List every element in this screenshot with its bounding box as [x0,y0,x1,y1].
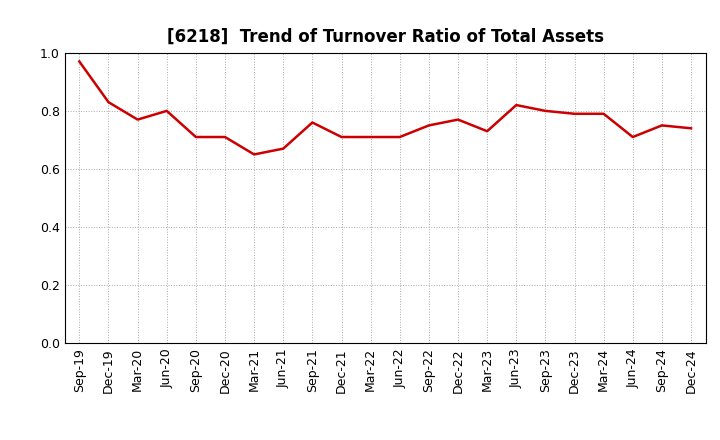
Title: [6218]  Trend of Turnover Ratio of Total Assets: [6218] Trend of Turnover Ratio of Total … [167,28,603,46]
